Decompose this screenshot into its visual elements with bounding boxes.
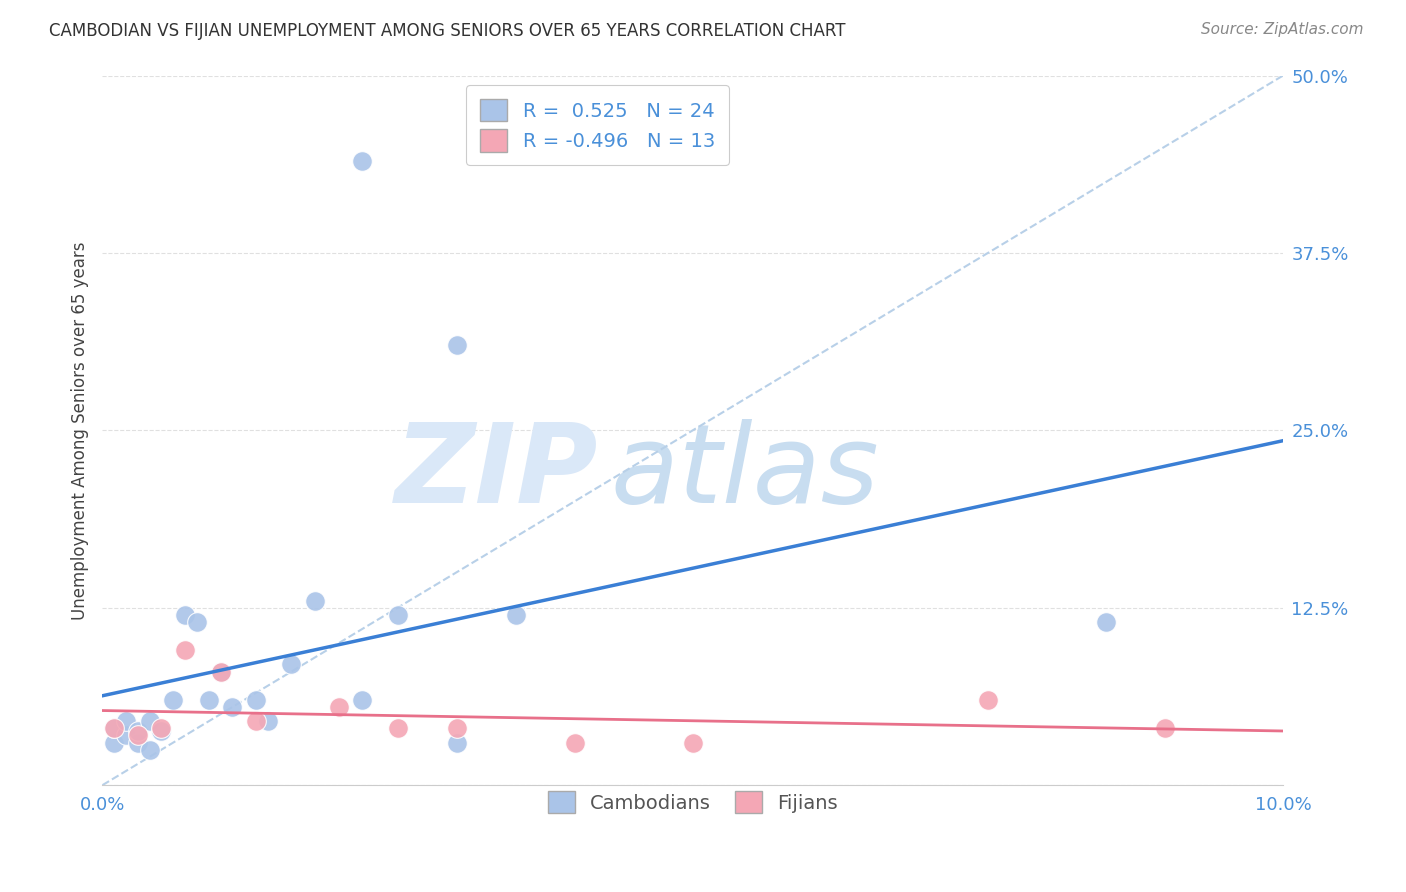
Point — [446, 735, 468, 749]
Point — [127, 728, 149, 742]
Point — [387, 722, 409, 736]
Point — [209, 665, 232, 679]
Point — [115, 728, 138, 742]
Point — [127, 724, 149, 739]
Point — [446, 338, 468, 352]
Point — [138, 714, 160, 729]
Y-axis label: Unemployment Among Seniors over 65 years: Unemployment Among Seniors over 65 years — [72, 241, 89, 620]
Point — [150, 724, 173, 739]
Point — [352, 153, 374, 168]
Point — [328, 700, 350, 714]
Point — [197, 693, 219, 707]
Text: CAMBODIAN VS FIJIAN UNEMPLOYMENT AMONG SENIORS OVER 65 YEARS CORRELATION CHART: CAMBODIAN VS FIJIAN UNEMPLOYMENT AMONG S… — [49, 22, 846, 40]
Text: ZIP: ZIP — [395, 419, 599, 526]
Point — [564, 735, 586, 749]
Point — [682, 735, 704, 749]
Point — [1095, 615, 1118, 629]
Point — [387, 607, 409, 622]
Text: atlas: atlas — [610, 419, 879, 526]
Point — [103, 722, 125, 736]
Point — [280, 657, 302, 672]
Point — [127, 735, 149, 749]
Point — [446, 722, 468, 736]
Point — [103, 722, 125, 736]
Point — [977, 693, 1000, 707]
Legend: Cambodians, Fijians: Cambodians, Fijians — [536, 780, 849, 825]
Point — [256, 714, 278, 729]
Point — [186, 615, 208, 629]
Point — [103, 735, 125, 749]
Point — [150, 722, 173, 736]
Text: Source: ZipAtlas.com: Source: ZipAtlas.com — [1201, 22, 1364, 37]
Point — [1154, 722, 1177, 736]
Point — [505, 607, 527, 622]
Point — [138, 742, 160, 756]
Point — [245, 693, 267, 707]
Point — [162, 693, 184, 707]
Point — [209, 665, 232, 679]
Point — [245, 714, 267, 729]
Point — [304, 593, 326, 607]
Point — [174, 643, 197, 657]
Point — [174, 607, 197, 622]
Point — [115, 714, 138, 729]
Point — [352, 693, 374, 707]
Point — [221, 700, 243, 714]
